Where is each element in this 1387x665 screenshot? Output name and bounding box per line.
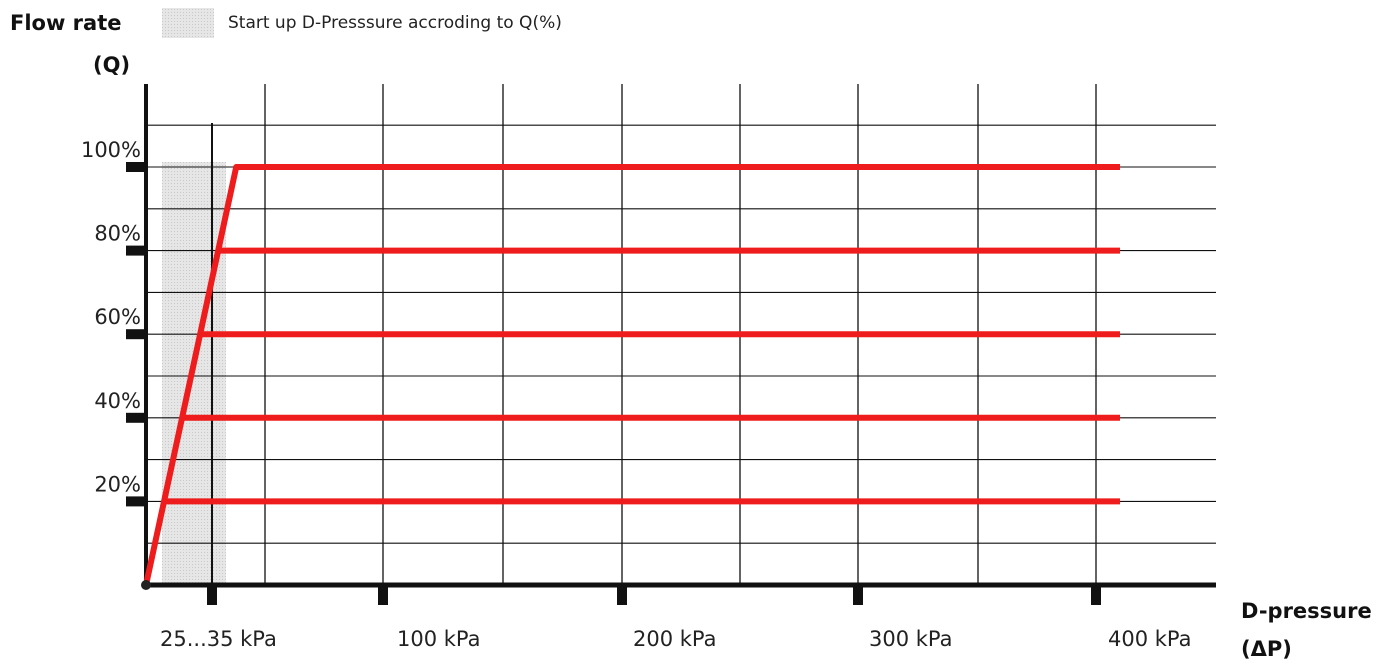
y-tick-mark-40 — [126, 412, 146, 423]
x-tick-mark-300 — [853, 585, 863, 605]
y-tick-label-40: 40% — [94, 389, 141, 413]
y-tick-labels: 20% 40% 60% 80% 100% — [81, 138, 141, 496]
y-tick-mark-60 — [126, 329, 146, 340]
tick-marks — [126, 162, 1101, 605]
legend-label: Start up D-Presssure accroding to Q(%) — [228, 13, 562, 33]
x-tick-mark-400 — [1091, 585, 1101, 605]
y-axis-title: Flow rate — [10, 11, 122, 35]
y-tick-label-20: 20% — [94, 472, 141, 496]
y-tick-mark-20 — [126, 496, 146, 507]
x-tick-label-100: 100 kPa — [397, 627, 481, 651]
x-tick-label-400: 400 kPa — [1108, 627, 1192, 651]
y-tick-mark-100 — [126, 162, 146, 172]
x-tick-label-30: 25...35 kPa — [160, 627, 277, 651]
startup-line — [143, 164, 240, 588]
flow-lines — [141, 164, 1120, 590]
x-tick-label-300: 300 kPa — [869, 627, 953, 651]
y-tick-mark-80 — [126, 245, 146, 256]
x-axis-symbol: (ΔP) — [1241, 637, 1292, 661]
x-tick-mark-200 — [617, 585, 627, 605]
x-tick-mark-100 — [378, 585, 388, 605]
x-axis-title: D-pressure — [1241, 599, 1372, 623]
x-tick-label-200: 200 kPa — [633, 627, 717, 651]
legend-swatch — [162, 8, 214, 38]
x-tick-mark-30 — [207, 585, 217, 605]
y-tick-label-60: 60% — [94, 305, 141, 329]
x-tick-labels: 25...35 kPa 100 kPa 200 kPa 300 kPa 400 kPa — [160, 627, 1192, 651]
y-tick-label-80: 80% — [94, 222, 141, 246]
origin-point — [141, 580, 151, 590]
y-axis-symbol: (Q) — [93, 53, 130, 77]
y-tick-label-100: 100% — [81, 138, 141, 162]
